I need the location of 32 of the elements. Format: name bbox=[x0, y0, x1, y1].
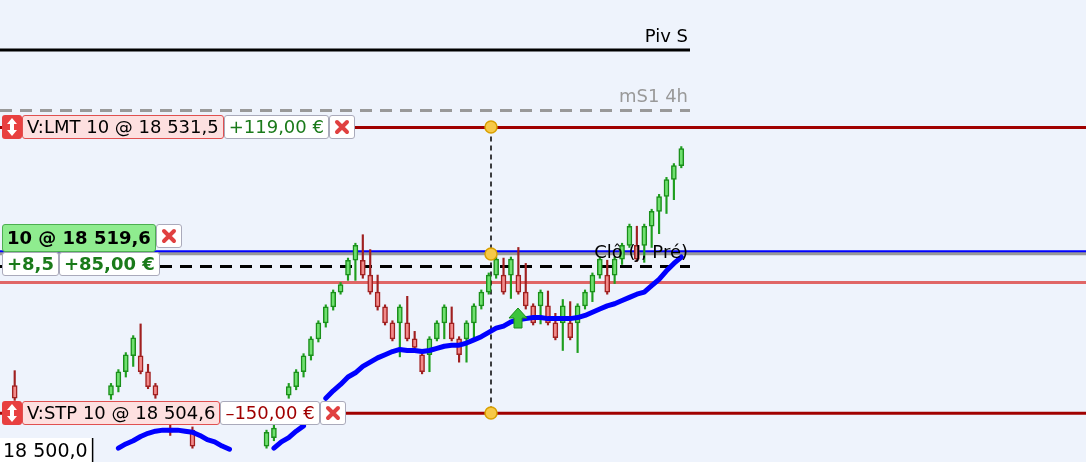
candlestick bbox=[648, 208, 655, 248]
ref-line-label: mS1 4h bbox=[619, 85, 688, 107]
annotation: 18 500,0 bbox=[3, 439, 88, 462]
candlestick bbox=[263, 429, 270, 449]
annotation: +119,00 € bbox=[223, 115, 329, 140]
annotation: +85,00 € bbox=[58, 251, 160, 276]
ref-line-label: V:STP 10 @ 18 504,6 bbox=[22, 401, 221, 426]
candlestick bbox=[374, 274, 381, 311]
annotation: –150,00 € bbox=[220, 401, 320, 426]
candlestick bbox=[537, 289, 544, 325]
candlestick bbox=[152, 383, 159, 399]
candlestick bbox=[515, 247, 522, 295]
ref-line-label: V:LMT 10 @ 18 531,5 bbox=[22, 115, 224, 140]
ref-line-label: 10 @ 18 519,6 bbox=[2, 223, 156, 252]
candlestick bbox=[300, 353, 307, 378]
candlestick bbox=[478, 289, 485, 310]
candlestick bbox=[115, 369, 122, 393]
candlestick bbox=[500, 257, 507, 295]
candlestick bbox=[589, 272, 596, 302]
ref-line-label: Piv S bbox=[644, 24, 688, 46]
candlestick bbox=[315, 320, 322, 343]
annotation: +8,5 bbox=[2, 251, 59, 276]
candlestick bbox=[663, 177, 670, 214]
candlestick bbox=[448, 306, 455, 342]
candlestick bbox=[552, 312, 559, 341]
candlestick bbox=[463, 320, 470, 363]
candlestick bbox=[352, 242, 359, 281]
candlestick bbox=[411, 331, 418, 350]
candlestick bbox=[611, 256, 618, 284]
candlestick bbox=[137, 323, 144, 375]
candlestick bbox=[389, 320, 396, 342]
candlestick bbox=[337, 282, 344, 295]
